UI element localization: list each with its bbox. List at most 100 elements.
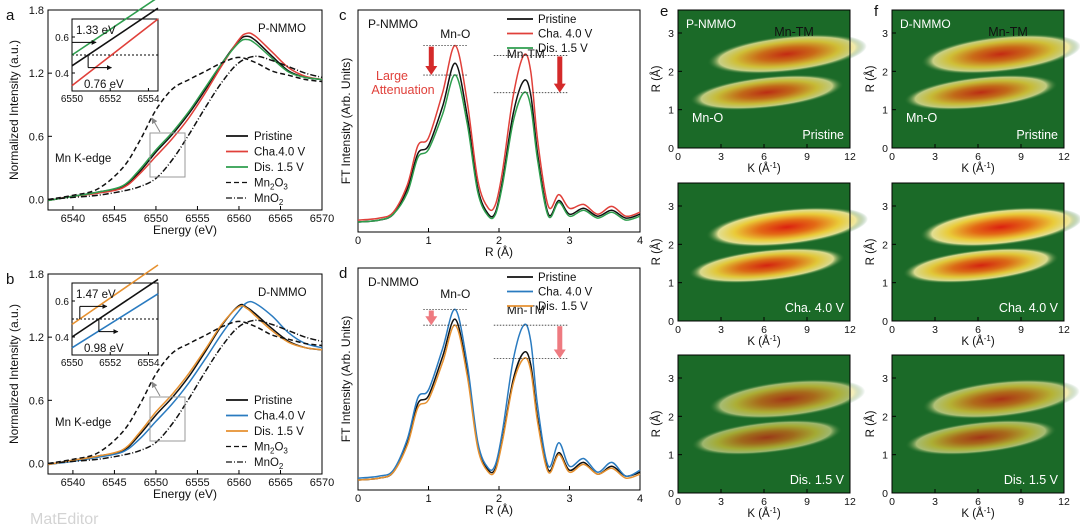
- y-tick-label-e: 2: [668, 66, 674, 78]
- inset-x-tick-label-b: 6552: [99, 358, 122, 369]
- peak-label-c: Mn-TM: [507, 47, 545, 61]
- y-tick-label-e: 3: [668, 373, 674, 385]
- inset-x-tick-label-a: 6554: [137, 94, 160, 105]
- x-tick-label-a: 6545: [102, 213, 126, 225]
- x-tick-label-e: 0: [675, 496, 681, 508]
- x-tick-label-b: 6560: [227, 477, 251, 489]
- x-tick-label-d: 4: [637, 493, 643, 505]
- y-tick-label-f: 0: [882, 316, 888, 328]
- x-tick-label-f: 9: [1018, 324, 1024, 336]
- peak-label-e: Mn-O: [692, 111, 724, 125]
- x-tick-label-c: 0: [355, 235, 361, 247]
- peak-label-e: Mn-TM: [774, 25, 814, 39]
- zoom-arrow-b: [151, 381, 161, 397]
- x-tick-label-c: 4: [637, 235, 643, 247]
- legend-label-b-4: MnO2: [254, 457, 284, 471]
- inset-line-b-1: [71, 293, 159, 349]
- heatmap-peak-mn-tm-e: [708, 379, 866, 420]
- heatmap-peak-mn-tm-f: [922, 379, 1080, 420]
- panel-label-f: f: [874, 3, 879, 20]
- panel-title-c: P-NMMO: [368, 17, 418, 31]
- x-tick-label-f: 6: [975, 324, 981, 336]
- y-tick-label-f: 3: [882, 201, 888, 213]
- series-line-a-4: [47, 55, 323, 201]
- y-axis-label-f: R (Å): [864, 410, 877, 437]
- legend-label-a-0: Pristine: [254, 131, 292, 143]
- heatmap-peak-mn-tm-f: [919, 206, 1080, 248]
- x-tick-label-e: 6: [761, 324, 767, 336]
- ft-exafs-panels: c 0 1 2 3 4 R (Å) FT Intensity (Arb. Units) P-NM…: [339, 7, 643, 517]
- attenuation-arrow-c: [553, 56, 566, 93]
- subplot-state-label-f: Pristine: [1016, 128, 1058, 142]
- x-tick-label-e: 3: [718, 151, 724, 163]
- legend-label-a-2: Dis. 1.5 V: [254, 162, 304, 174]
- x-axis-label-f: K (Å-1): [961, 161, 995, 175]
- y-axis-label-e: R (Å): [650, 65, 663, 92]
- zoom-box-a: [149, 132, 186, 178]
- plot-frame-a: [47, 9, 323, 211]
- series-line-a-3: [47, 56, 323, 201]
- peak-label-f: Mn-TM: [988, 25, 1028, 39]
- x-tick-label-b: 6555: [185, 477, 209, 489]
- legend-label-a-4: MnO2: [254, 193, 284, 207]
- inset-x-tick-label-b: 6550: [61, 358, 84, 369]
- x-axis-label-d: R (Å): [485, 502, 513, 517]
- inset-x-tick-label-a: 6550: [61, 94, 84, 105]
- y-tick-label-f: 2: [882, 239, 888, 251]
- y-tick-label-f: 3: [882, 28, 888, 40]
- x-tick-label-a: 6550: [144, 213, 168, 225]
- inset-y-tick-label-a: 0.4: [55, 69, 69, 80]
- attenuation-annotation-c: Large: [376, 69, 408, 83]
- y-tick-label-b: 1.2: [29, 332, 44, 344]
- x-tick-label-f: 3: [932, 496, 938, 508]
- legend-label-a-3: Mn2O3: [254, 178, 288, 192]
- subplot-state-label-e: Cha. 4.0 V: [785, 301, 845, 315]
- x-axis-label-f: K (Å-1): [961, 334, 995, 348]
- inset-y-tick-label-b: 0.4: [55, 333, 69, 344]
- series-line-b-3: [47, 320, 323, 465]
- x-tick-label-e: 6: [761, 151, 767, 163]
- x-tick-label-f: 9: [1018, 151, 1024, 163]
- x-tick-label-b: 6570: [310, 477, 334, 489]
- inset-shift-label-b: 0.98 eV: [84, 343, 124, 355]
- x-axis-label-f: K (Å-1): [961, 506, 995, 520]
- y-tick-label-e: 2: [668, 411, 674, 423]
- attenuation-arrow-head-d: [553, 349, 566, 359]
- series-line-d-2: [357, 324, 641, 481]
- y-tick-label-a: 1.2: [29, 68, 44, 80]
- subplot-state-label-e: Dis. 1.5 V: [790, 473, 845, 487]
- inset-x-tick-label-a: 6552: [99, 94, 122, 105]
- attenuation-arrow-shaft-c: [428, 46, 434, 68]
- y-tick-label-b: 1.8: [29, 269, 44, 281]
- y-axis-label-f: R (Å): [864, 65, 877, 92]
- panel-title-f: D-NMMO: [900, 17, 951, 31]
- heatmap-peak-mn-o-e: [688, 247, 846, 284]
- y-axis-label-d: FT Intensity (Arb. Units): [339, 316, 353, 442]
- y-tick-label-e: 3: [668, 28, 674, 40]
- y-axis-label-e: R (Å): [650, 238, 663, 265]
- xanes-panels: a 6540 6545 6550 6555 6560 6565 6570 0.0 0.6 1.2 1.…: [6, 0, 334, 501]
- watermark: MatEditor: [30, 511, 99, 528]
- inset-line-b-0: [71, 278, 159, 338]
- series-line-d-1: [357, 308, 641, 479]
- y-tick-label-e: 0: [668, 143, 674, 155]
- inset-line-a-2: [71, 0, 156, 56]
- y-tick-label-f: 2: [882, 66, 888, 78]
- attenuation-arrow-head-c: [553, 83, 566, 93]
- legend-label-b-1: Cha.4.0 V: [254, 411, 305, 423]
- x-tick-label-d: 3: [566, 493, 572, 505]
- x-axis-label-e: K (Å-1): [747, 161, 781, 175]
- x-tick-label-f: 6: [975, 151, 981, 163]
- inset-shift-label-b: 1.47 eV: [76, 289, 116, 301]
- inset-line-b-2: [71, 264, 159, 326]
- panel-title-e: P-NMMO: [686, 17, 736, 31]
- legend-label-a-1: Cha.4.0 V: [254, 147, 305, 159]
- x-tick-label-e: 12: [844, 151, 856, 163]
- x-tick-label-f: 9: [1018, 496, 1024, 508]
- x-axis-label-a: Energy (eV): [153, 223, 217, 237]
- y-tick-label-a: 1.8: [29, 5, 44, 17]
- panel-label-a: a: [6, 7, 15, 24]
- plot-frame-b: [47, 273, 323, 475]
- x-tick-label-e: 9: [804, 324, 810, 336]
